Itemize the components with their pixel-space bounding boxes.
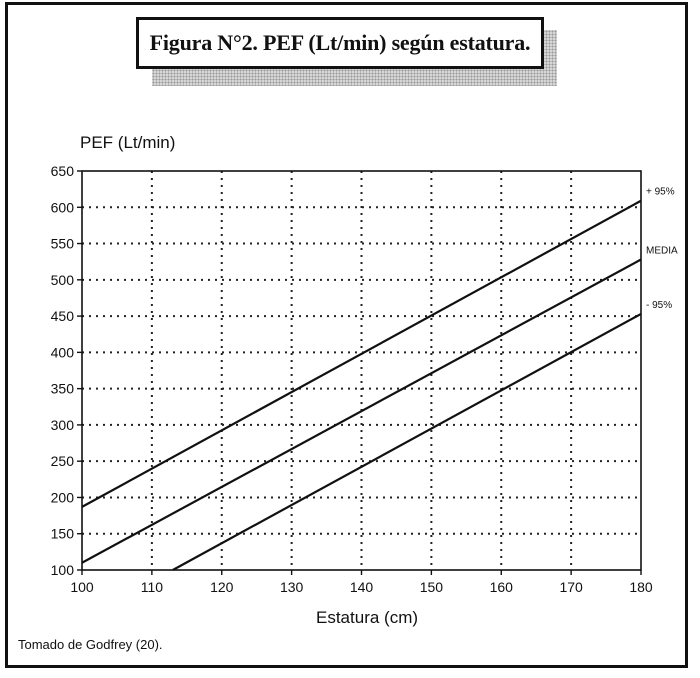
figure-frame (5, 2, 688, 668)
source-note: Tomado de Godfrey (20). (18, 637, 163, 652)
series-label: MEDIA (646, 246, 678, 257)
series-line (81, 199, 642, 508)
figure-title: Figura N°2. PEF (Lt/min) según estatura. (136, 17, 544, 69)
y-tick-label: 650 (51, 163, 75, 179)
x-tick-label: 180 (629, 579, 653, 595)
x-tick-label: 100 (70, 579, 94, 595)
x-tick-label: 120 (210, 579, 234, 595)
y-tick-label: 300 (51, 417, 75, 433)
series-label: - 95% (646, 300, 672, 311)
y-axis-label: PEF (Lt/min) (80, 133, 176, 152)
x-tick-label: 170 (559, 579, 583, 595)
x-axis-label: Estatura (cm) (316, 608, 419, 627)
x-tick-label: 140 (350, 579, 374, 595)
series-line (172, 312, 642, 571)
figure-title-text: Figura N°2. PEF (Lt/min) según estatura. (149, 30, 531, 55)
x-tick-label: 150 (420, 579, 444, 595)
y-tick-label: 150 (51, 526, 75, 542)
y-tick-label: 450 (51, 308, 75, 324)
plot-area-border (81, 170, 642, 571)
series-label: + 95% (646, 187, 675, 198)
y-tick-label: 200 (51, 489, 75, 505)
x-tick-label: 130 (280, 579, 304, 595)
series-line (81, 258, 642, 564)
y-tick-label: 250 (51, 453, 75, 469)
x-tick-label: 110 (141, 579, 164, 595)
y-tick-label: 500 (51, 272, 75, 288)
y-tick-label: 550 (51, 236, 75, 252)
y-tick-label: 350 (51, 381, 75, 397)
x-tick-label: 160 (490, 579, 514, 595)
y-tick-label: 600 (51, 199, 75, 215)
y-tick-label: 400 (51, 344, 75, 360)
y-tick-label: 100 (51, 562, 75, 578)
